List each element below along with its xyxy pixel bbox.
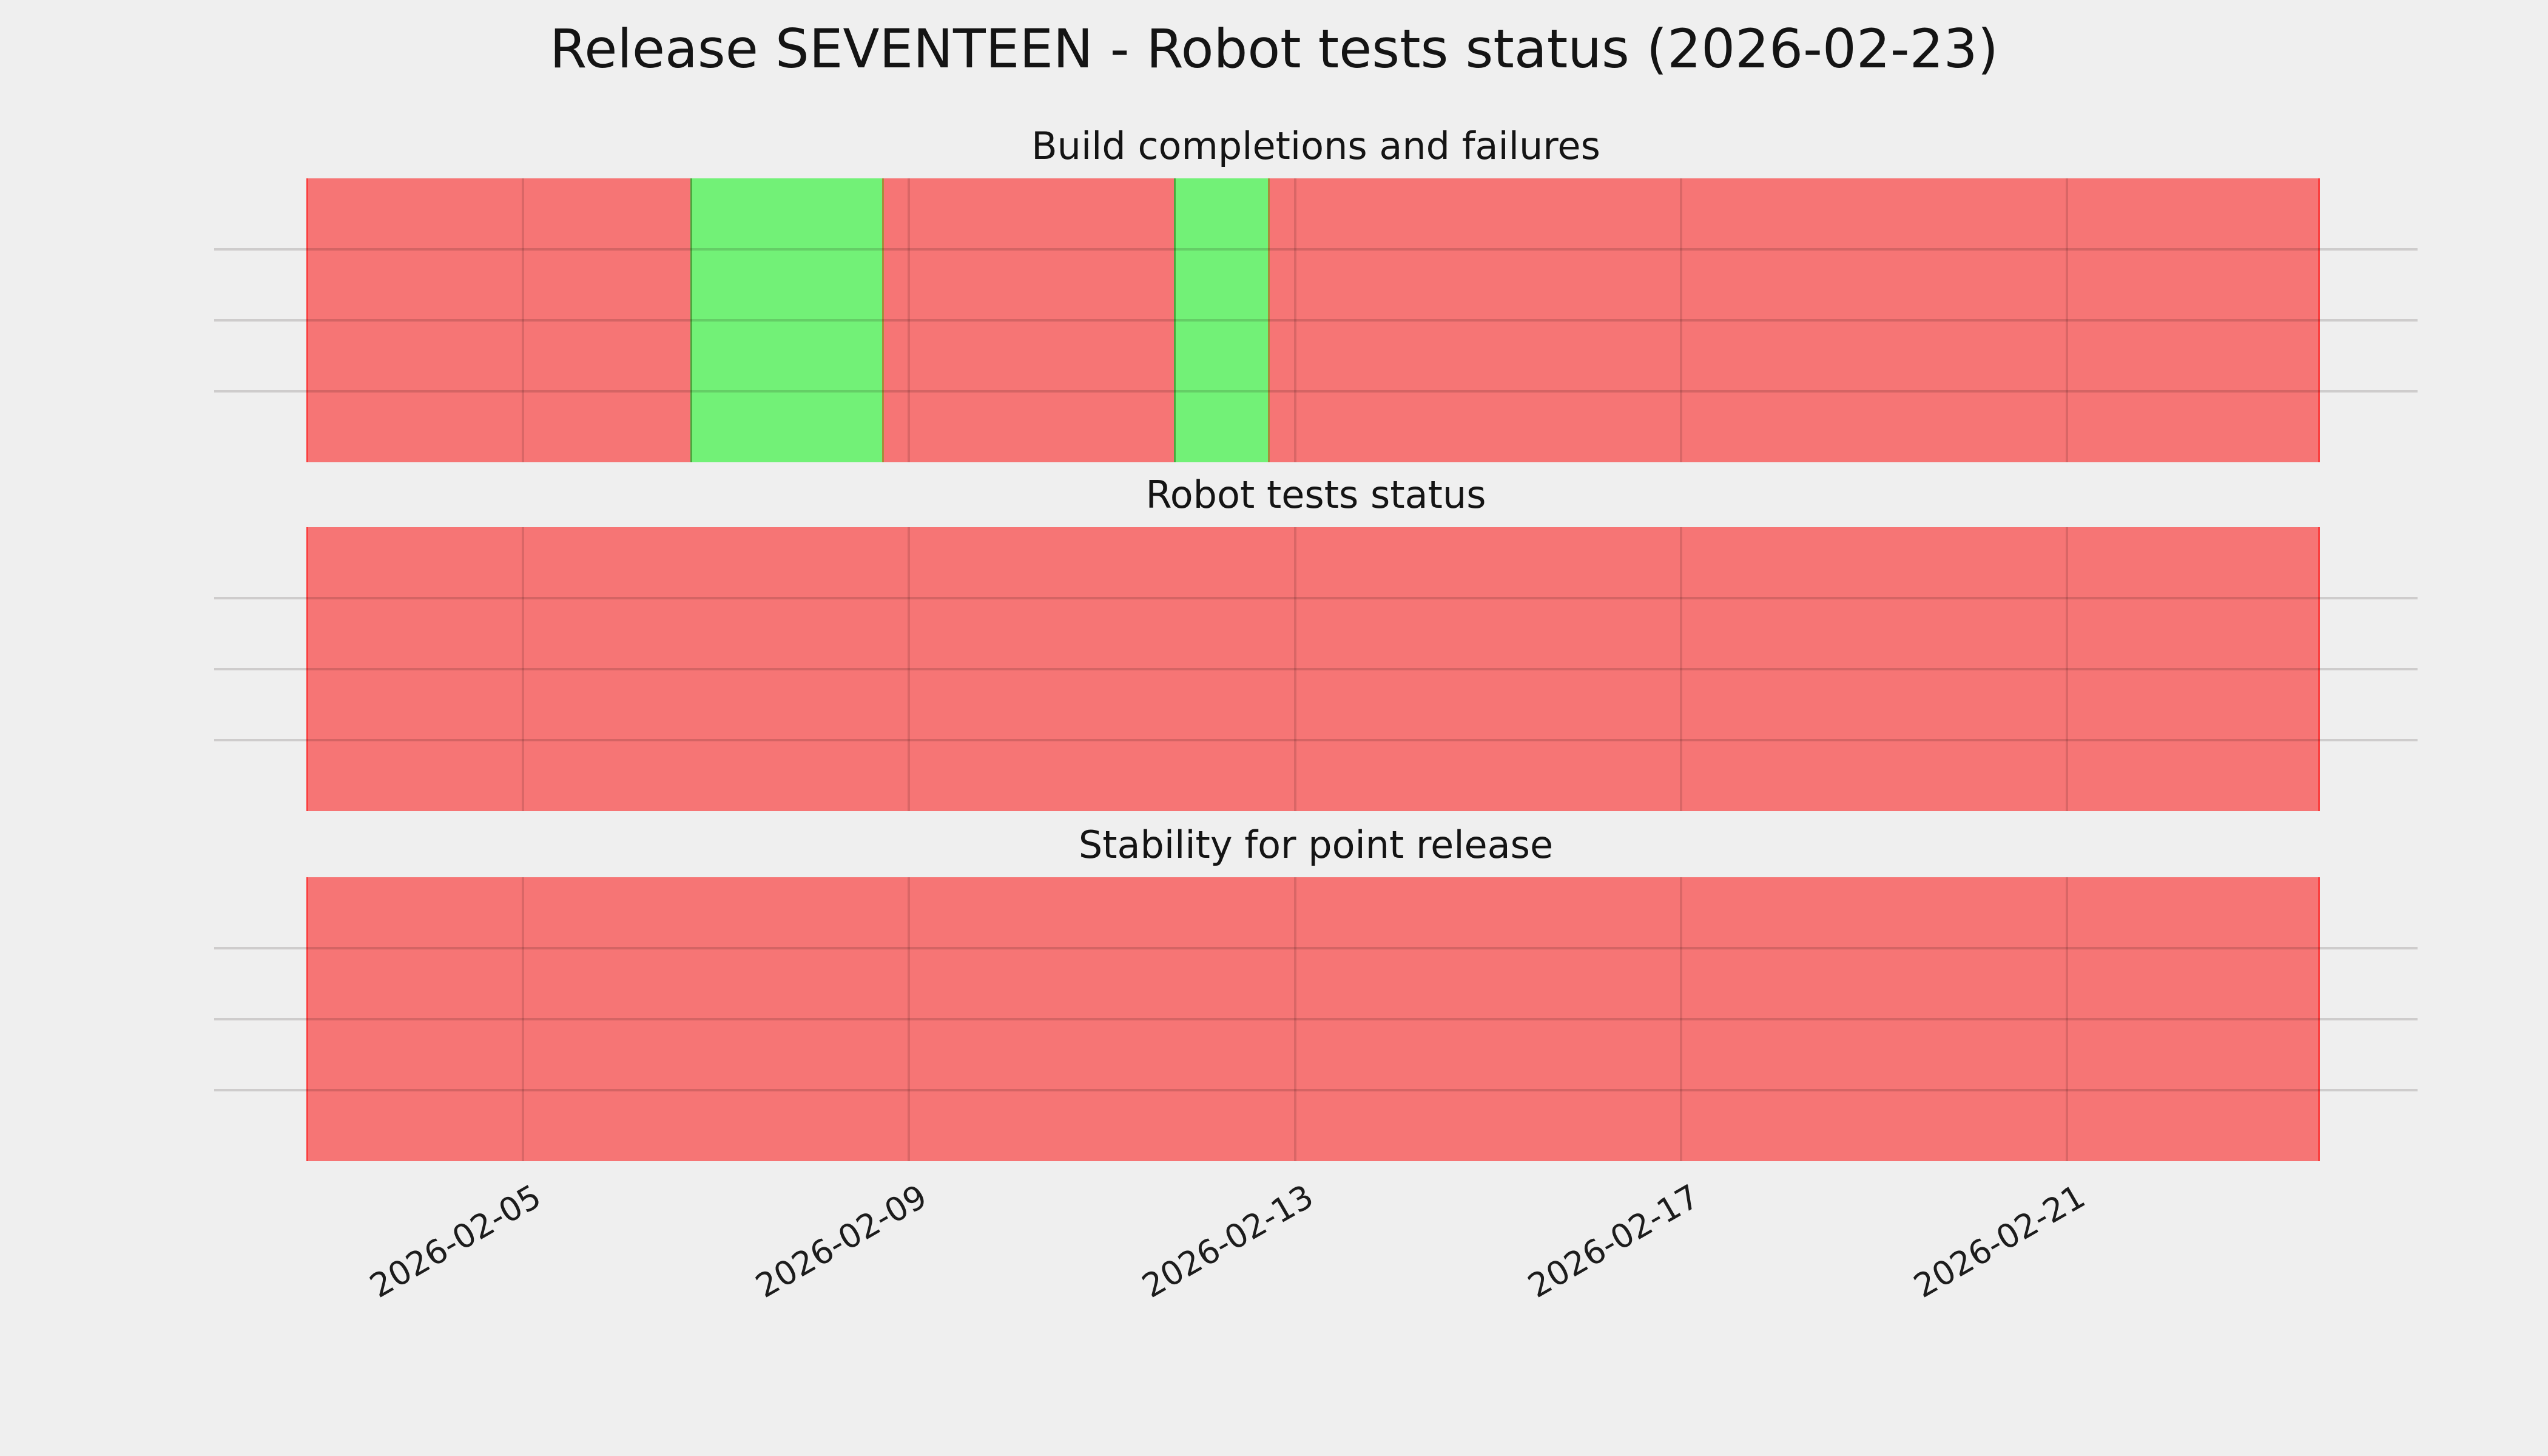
y-gridline [214,319,2418,322]
subplot-title-stability: Stability for point release [1078,823,1554,867]
x-gridline [2066,877,2068,1161]
bar-right-edge [2318,877,2320,1161]
figure-title: Release SEVENTEEN - Robot tests status (… [550,18,1998,80]
panel-stability [214,877,2418,1161]
x-tick-label: 2026-02-21 [1907,1177,2092,1306]
x-gridline [522,178,524,462]
x-tick-label: 2026-02-09 [749,1177,934,1306]
x-gridline [908,527,910,811]
x-gridline [1294,178,1296,462]
x-gridline [1680,527,1682,811]
y-gridline [214,947,2418,949]
x-gridline [1680,178,1682,462]
x-gridline [1294,527,1296,811]
status-bar-fail [306,527,2320,811]
y-gridline [214,390,2418,393]
x-gridline [522,877,524,1161]
subplot-title-build-completions: Build completions and failures [1031,124,1600,168]
x-tick-label: 2026-02-13 [1136,1177,1320,1306]
bar-right-edge [2318,527,2320,811]
subplot-title-robot-tests: Robot tests status [1145,473,1486,517]
y-gridline [214,597,2418,599]
status-segment-pass [690,178,884,462]
x-gridline [522,527,524,811]
y-gridline [214,668,2418,670]
x-gridline [2066,178,2068,462]
x-gridline [2066,527,2068,811]
x-gridline [1680,877,1682,1161]
bar-left-edge [306,178,308,462]
x-gridline [908,178,910,462]
status-segment-pass [1173,178,1270,462]
status-bar-fail [306,877,2320,1161]
y-gridline [214,1018,2418,1020]
y-gridline [214,248,2418,251]
bar-left-edge [306,877,308,1161]
bar-right-edge [2318,178,2320,462]
x-gridline [1294,877,1296,1161]
panel-build-completions [214,178,2418,462]
x-gridline [908,877,910,1161]
status-bar-fail [306,178,2320,462]
panel-robot-tests [214,527,2418,811]
x-tick-label: 2026-02-05 [363,1177,548,1306]
x-tick-label: 2026-02-17 [1522,1177,1706,1306]
y-gridline [214,739,2418,741]
bar-left-edge [306,527,308,811]
y-gridline [214,1089,2418,1091]
